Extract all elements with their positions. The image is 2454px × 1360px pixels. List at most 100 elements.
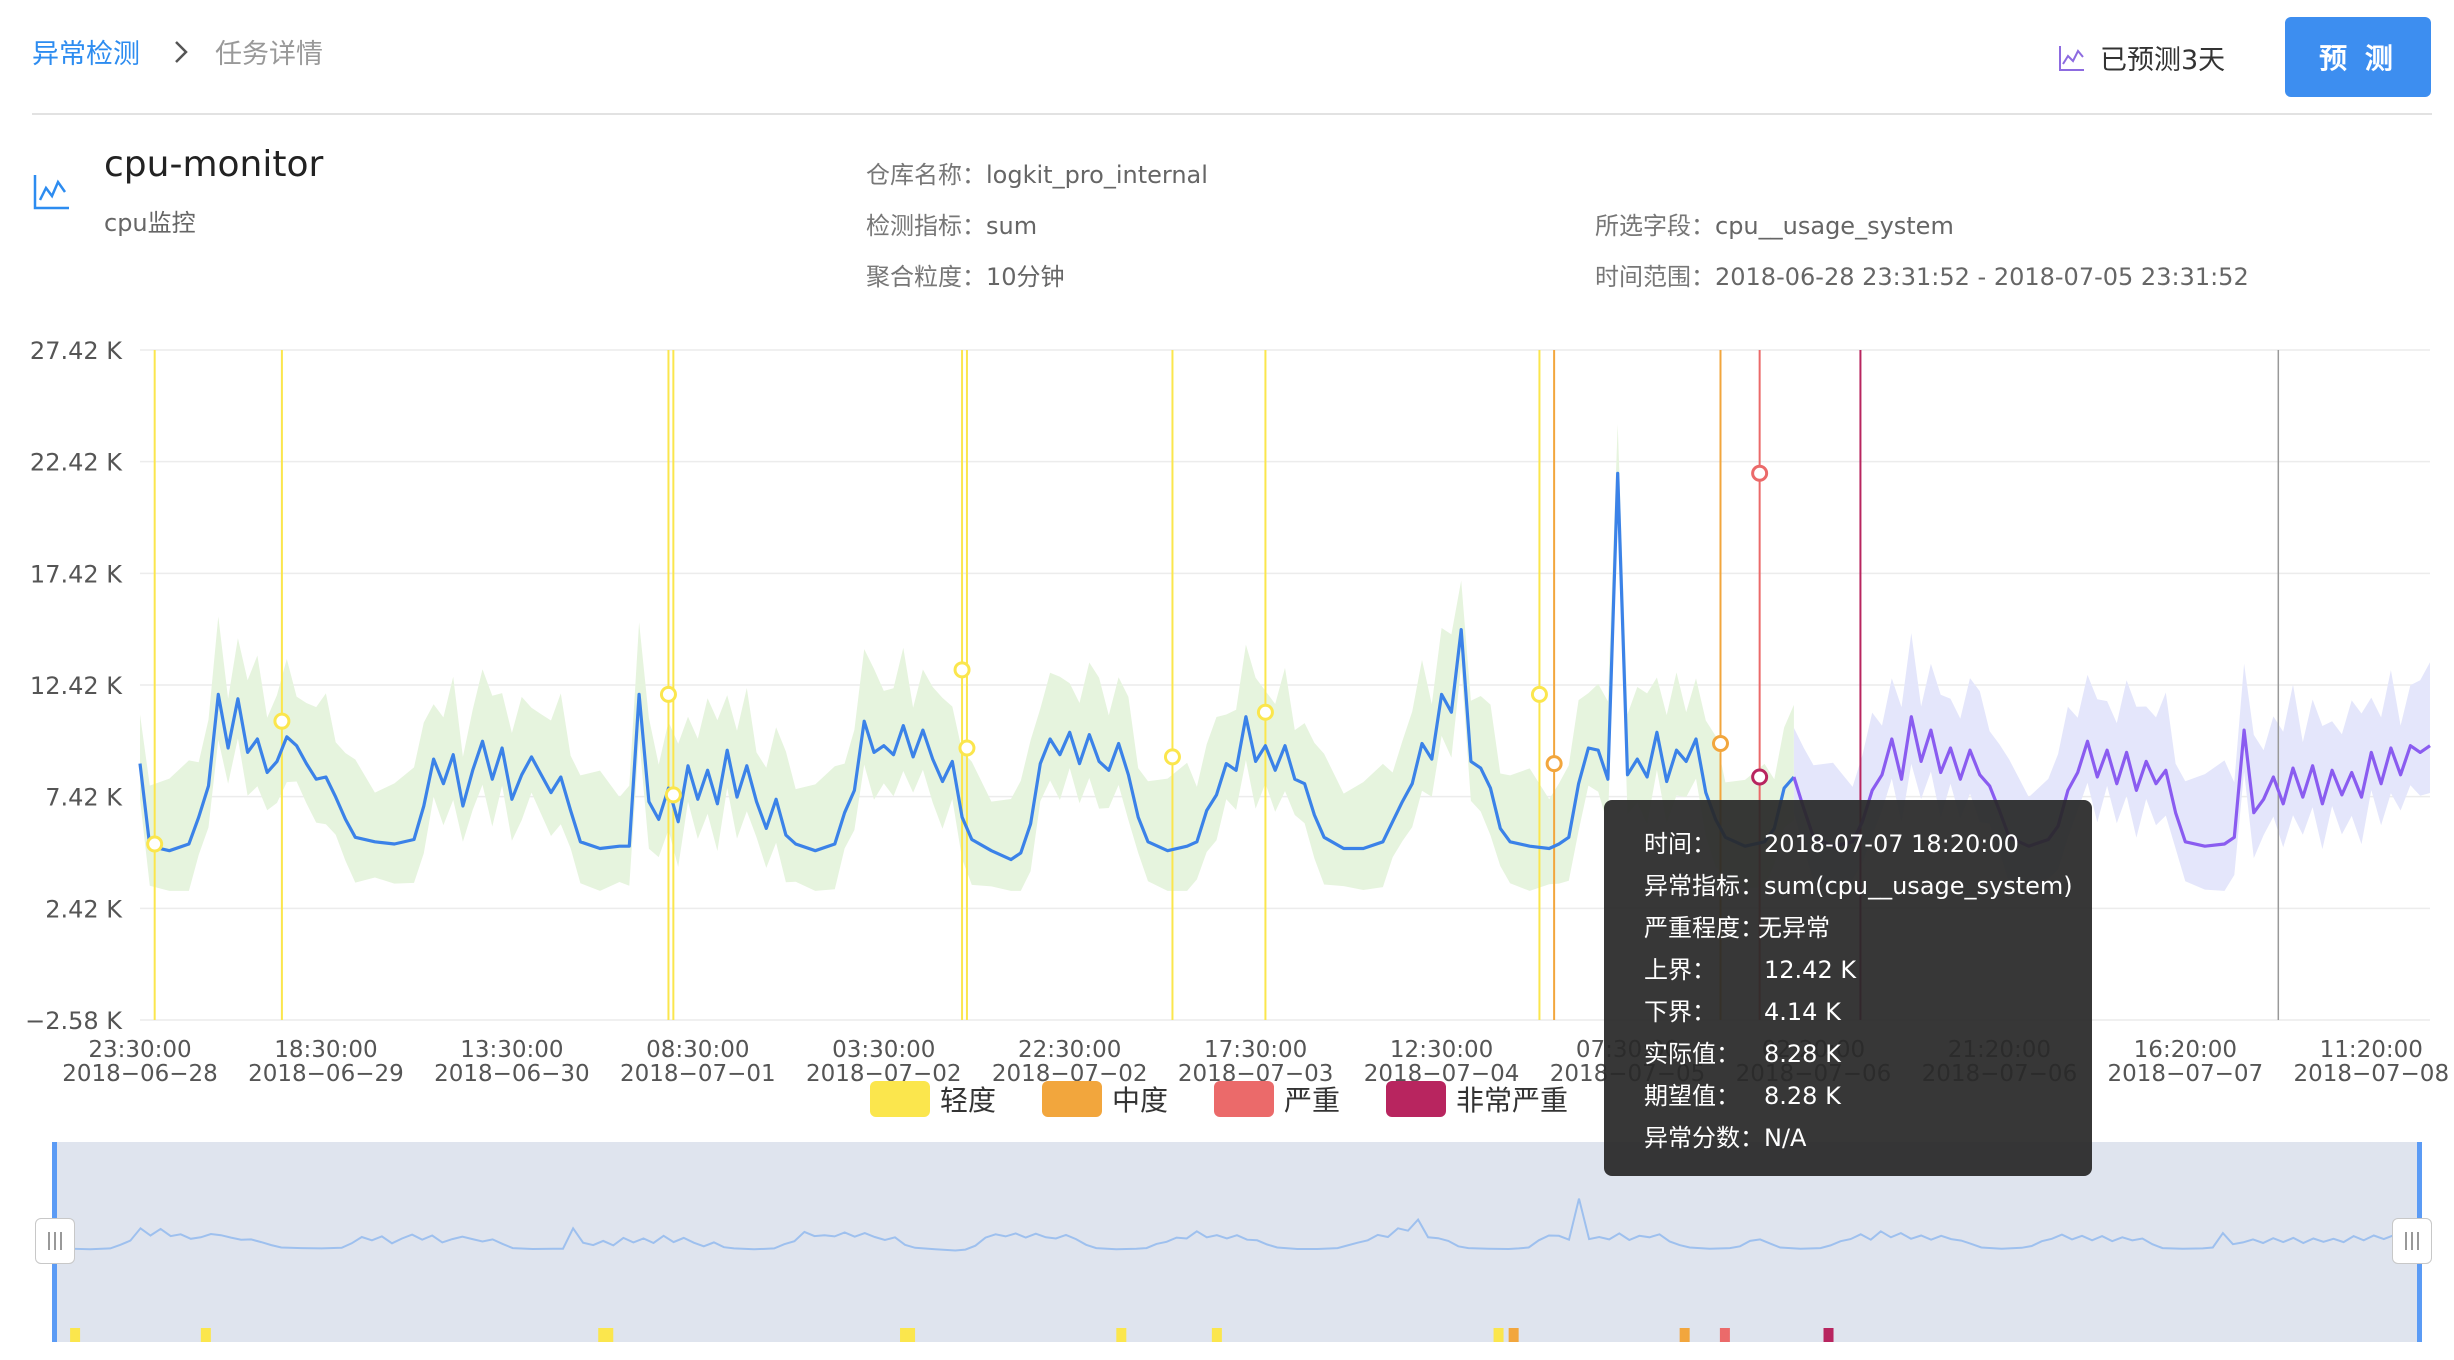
legend-swatch-critical <box>1386 1081 1447 1117</box>
navigator-anomaly-marker <box>70 1328 81 1342</box>
tooltip-expected-value: 8.28 K <box>1764 1082 1841 1110</box>
meta-metric-value: sum <box>986 212 1038 240</box>
legend-label: 非常严重 <box>1456 1084 1569 1117</box>
navigator-anomaly-marker <box>1823 1328 1834 1342</box>
tooltip-expected-row: 期望值： 8.28 K <box>1644 1076 1841 1111</box>
x-tick-time: 13:30:00 <box>460 1037 563 1063</box>
x-tick-date: 2018−06−29 <box>248 1061 404 1087</box>
line-chart-icon <box>33 175 69 210</box>
x-tick-time: 08:30:00 <box>646 1037 749 1063</box>
anomaly-point <box>953 661 971 679</box>
navigator-anomaly-marker <box>1679 1328 1690 1342</box>
y-tick-label: 22.42 K <box>30 449 123 477</box>
chevron-right-icon <box>175 41 188 63</box>
navigator-anomaly-marker <box>1719 1328 1730 1342</box>
header-bar: 异常检测 任务详情 已预测3天 预 测 <box>0 0 2454 112</box>
series-line-actual <box>138 471 1796 862</box>
line-chart-icon <box>2059 45 2084 71</box>
series-line-forecast <box>1792 715 2431 848</box>
x-tick-date: 2018−07−08 <box>2293 1061 2449 1087</box>
navigator-anomaly-marker <box>200 1328 211 1342</box>
meta-range-value: 2018-06-28 23:31:52 - 2018-07-05 23:31:5… <box>1715 263 2249 291</box>
legend-swatch-moderate <box>1042 1081 1103 1117</box>
x-tick-time: 23:30:00 <box>88 1037 191 1063</box>
legend-item-moderate[interactable]: 中度 <box>1042 1079 1168 1119</box>
predict-button[interactable]: 预 测 <box>2285 17 2431 97</box>
meta-repo: 仓库名称：logkit_pro_internal <box>866 155 1208 190</box>
chart-legend: 轻度 中度 严重 非常严重 <box>870 1079 1568 1119</box>
legend-label: 严重 <box>1284 1084 1341 1117</box>
tooltip-severity-value: 无异常 <box>1758 914 1830 942</box>
tooltip-score-row: 异常分数：N/A <box>1644 1118 1806 1153</box>
anomaly-point <box>664 786 682 804</box>
anomaly-point <box>1163 748 1181 766</box>
meta-range: 时间范围：2018-06-28 23:31:52 - 2018-07-05 23… <box>1595 257 2249 292</box>
tooltip-actual-label: 实际值： <box>1644 1040 1740 1068</box>
tooltip-score-value: N/A <box>1764 1124 1807 1152</box>
breadcrumb-root-link[interactable]: 异常检测 <box>32 39 140 70</box>
tooltip-upper-label: 上界： <box>1644 956 1716 984</box>
legend-swatch-light <box>870 1081 930 1117</box>
legend-swatch-severe <box>1214 1081 1275 1117</box>
tooltip-upper-value: 12.42 K <box>1764 956 1857 984</box>
legend-item-severe[interactable]: 严重 <box>1214 1079 1340 1119</box>
navigator-anomaly-marker <box>1493 1328 1504 1342</box>
x-tick-date: 2018−07−07 <box>2108 1061 2264 1087</box>
x-tick-date: 2018−06−30 <box>434 1061 590 1087</box>
meta-metric: 检测指标：sum <box>866 206 1037 241</box>
y-tick-label: −2.58 K <box>25 1007 123 1035</box>
navigator-anomaly-marker <box>1116 1328 1127 1342</box>
anomaly-point <box>1711 735 1729 753</box>
meta-granularity-label: 聚合粒度： <box>866 263 986 291</box>
legend-label: 中度 <box>1112 1084 1169 1117</box>
navigator-series-line <box>59 1198 2415 1252</box>
meta-field-value: cpu__usage_system <box>1715 212 1954 240</box>
tooltip-metric-label: 异常指标： <box>1644 872 1764 900</box>
x-tick-time: 22:30:00 <box>1018 1037 1121 1063</box>
navigator-anomaly-marker <box>603 1328 614 1342</box>
tooltip-lower-value: 4.14 K <box>1764 998 1841 1026</box>
navigator-anomaly-marker <box>900 1328 911 1342</box>
y-tick-label: 7.42 K <box>45 784 123 812</box>
meta-repo-value: logkit_pro_internal <box>986 161 1208 189</box>
y-tick-label: 17.42 K <box>30 560 123 588</box>
x-tick-time: 17:30:00 <box>1204 1037 1307 1063</box>
tooltip-metric-row: 异常指标：sum(cpu__usage_system) <box>1644 866 2073 901</box>
tooltip-time-value: 2018-07-07 18:20:00 <box>1764 830 2019 858</box>
tooltip-time-label: 时间： <box>1644 830 1716 858</box>
range-handle-right[interactable] <box>2392 1218 2432 1264</box>
legend-label: 轻度 <box>940 1084 997 1117</box>
meta-repo-label: 仓库名称： <box>866 161 986 189</box>
meta-metric-label: 检测指标： <box>866 212 986 240</box>
anomaly-point <box>1530 685 1548 703</box>
meta-field: 所选字段：cpu__usage_system <box>1595 206 1954 241</box>
anomaly-point <box>1256 703 1274 721</box>
x-tick-time: 03:30:00 <box>832 1037 935 1063</box>
legend-item-light[interactable]: 轻度 <box>870 1079 996 1119</box>
tooltip-severity-label: 严重程度： <box>1644 914 1764 942</box>
anomaly-point <box>659 685 677 703</box>
x-tick-time: 16:20:00 <box>2134 1037 2237 1063</box>
y-tick-label: 12.42 K <box>30 672 123 700</box>
predicted-label: 已预测3天 <box>2100 45 2226 76</box>
meta-granularity-value: 10分钟 <box>986 263 1065 291</box>
confidence-band-actual <box>140 424 1794 891</box>
x-tick-date: 2018−06−28 <box>62 1061 218 1087</box>
tooltip-lower-row: 下界： 4.14 K <box>1644 992 1841 1027</box>
task-description: cpu监控 <box>104 209 196 237</box>
predicted-status: 已预测3天 <box>2058 38 2225 77</box>
meta-range-label: 时间范围： <box>1595 263 1715 291</box>
anomaly-line-chart[interactable]: 27.42 K 22.42 K 17.42 K 12.42 K 7.42 K 2.42 K… <box>0 320 2454 1100</box>
tooltip-score-label: 异常分数： <box>1644 1124 1764 1152</box>
meta-granularity: 聚合粒度：10分钟 <box>866 257 1065 292</box>
tooltip-expected-label: 期望值： <box>1644 1082 1740 1110</box>
tooltip-lower-label: 下界： <box>1644 998 1716 1026</box>
anomaly-point <box>146 835 164 853</box>
y-tick-label: 2.42 K <box>45 895 123 923</box>
anomaly-point <box>1545 755 1563 773</box>
x-tick-time: 11:20:00 <box>2320 1037 2423 1063</box>
tooltip-actual-value: 8.28 K <box>1764 1040 1841 1068</box>
legend-item-critical[interactable]: 非常严重 <box>1386 1079 1568 1119</box>
range-handle-left[interactable] <box>35 1218 75 1264</box>
header-divider <box>32 113 2432 115</box>
